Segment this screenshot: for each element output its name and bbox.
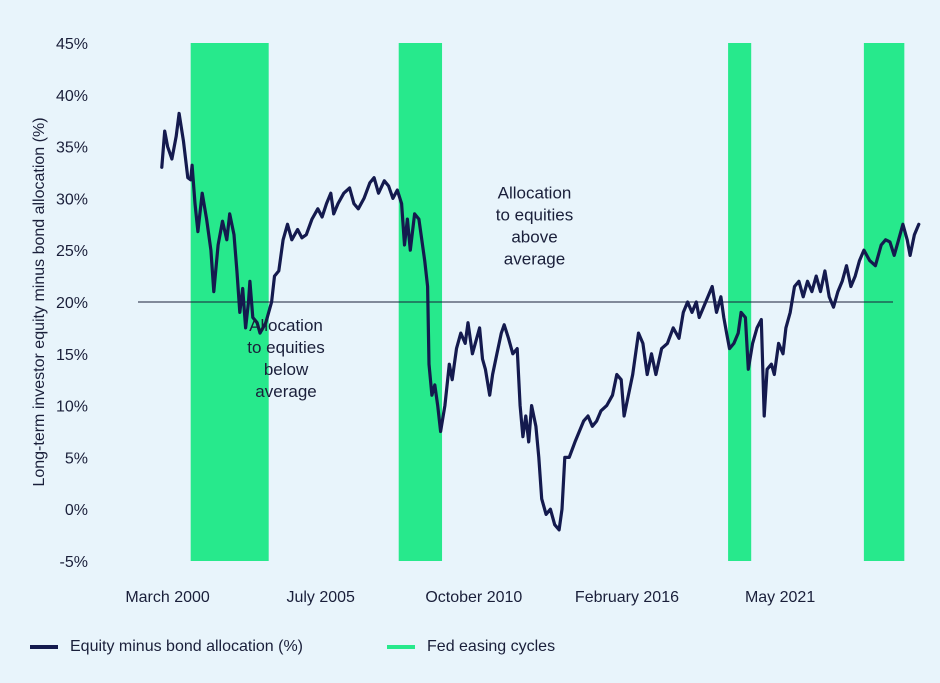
legend-swatch-line xyxy=(30,645,58,649)
x-tick-label: July 2005 xyxy=(286,589,355,606)
x-axis-ticks: March 2000 July 2005 October 2010 February … xyxy=(125,589,815,606)
y-tick-label: 35% xyxy=(56,140,88,157)
y-tick-label: 40% xyxy=(56,88,88,105)
y-tick-label: 20% xyxy=(56,295,88,312)
annotation-2: Allocation to equities below average xyxy=(247,316,325,401)
x-tick-label: May 2021 xyxy=(745,589,815,606)
x-tick-label: March 2000 xyxy=(125,589,210,606)
annotations: Allocation to equities above average Allocat… xyxy=(247,183,573,401)
y-axis-label: Long-term investor equity minus bond all… xyxy=(31,117,48,486)
y-tick-label: 30% xyxy=(56,191,88,208)
series-line xyxy=(160,111,921,532)
legend-swatch-band xyxy=(387,645,416,649)
y-axis-ticks: -5% 0% 5% 10% 15% 20% 25% 30% 35% 40% 45% xyxy=(56,36,88,571)
x-tick-label: October 2010 xyxy=(425,589,522,606)
y-tick-label: 10% xyxy=(56,399,88,416)
legend-item-band: Fed easing cycles xyxy=(387,638,555,656)
legend: Equity minus bond allocation (%) Fed eas… xyxy=(30,638,639,656)
y-tick-label: 5% xyxy=(65,450,88,467)
legend-label-band: Fed easing cycles xyxy=(427,638,556,655)
annotation-1: Allocation to equities above average xyxy=(496,183,574,268)
y-tick-label: 25% xyxy=(56,243,88,260)
y-tick-label: -5% xyxy=(60,554,88,571)
x-tick-label: February 2016 xyxy=(575,589,679,606)
y-tick-label: 45% xyxy=(56,36,88,53)
y-tick-label: 0% xyxy=(65,502,88,519)
y-tick-label: 15% xyxy=(56,347,88,364)
legend-item-line: Equity minus bond allocation (%) xyxy=(30,638,303,656)
legend-label-line: Equity minus bond allocation (%) xyxy=(70,638,304,655)
